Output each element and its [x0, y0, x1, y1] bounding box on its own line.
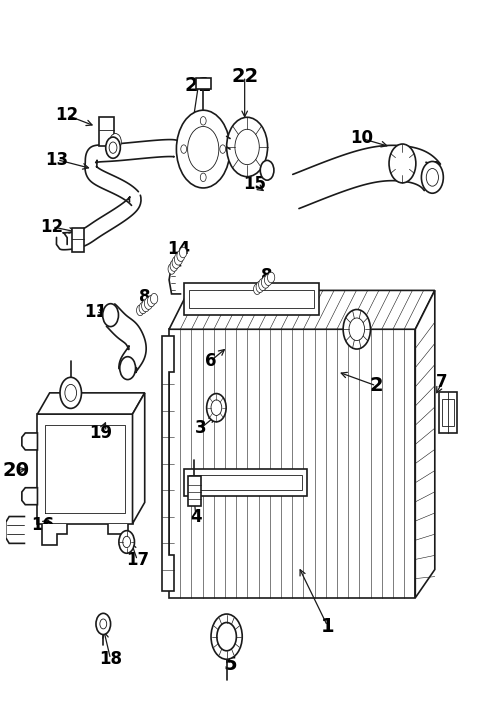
Circle shape	[100, 619, 107, 629]
Circle shape	[103, 304, 119, 326]
Polygon shape	[22, 488, 38, 505]
Ellipse shape	[177, 250, 185, 261]
FancyBboxPatch shape	[439, 392, 457, 433]
Ellipse shape	[172, 256, 180, 268]
Circle shape	[181, 145, 187, 154]
Circle shape	[120, 357, 135, 379]
Circle shape	[200, 117, 206, 125]
FancyBboxPatch shape	[189, 290, 314, 308]
Polygon shape	[132, 393, 145, 524]
Text: 2: 2	[370, 376, 383, 395]
Text: 17: 17	[126, 552, 149, 569]
Circle shape	[211, 614, 242, 659]
Circle shape	[389, 144, 416, 183]
Circle shape	[260, 161, 274, 180]
Text: 22: 22	[231, 67, 258, 86]
Ellipse shape	[151, 293, 158, 304]
Text: 4: 4	[190, 508, 202, 525]
Ellipse shape	[259, 278, 267, 290]
Polygon shape	[169, 266, 181, 294]
Circle shape	[426, 169, 439, 186]
Text: 16: 16	[31, 516, 54, 534]
Circle shape	[200, 173, 206, 181]
Text: 5: 5	[223, 656, 237, 675]
Ellipse shape	[264, 274, 272, 285]
Circle shape	[421, 161, 443, 193]
Circle shape	[235, 130, 259, 165]
Ellipse shape	[253, 284, 261, 295]
Polygon shape	[6, 517, 25, 543]
FancyBboxPatch shape	[189, 474, 302, 490]
FancyBboxPatch shape	[72, 227, 84, 251]
Text: 15: 15	[243, 176, 266, 193]
Polygon shape	[85, 139, 179, 205]
FancyBboxPatch shape	[99, 118, 114, 146]
Text: 20: 20	[3, 461, 30, 480]
Circle shape	[343, 309, 370, 349]
Ellipse shape	[144, 297, 153, 309]
Circle shape	[206, 394, 226, 422]
Text: 9: 9	[429, 160, 441, 178]
Ellipse shape	[261, 276, 270, 288]
Polygon shape	[42, 524, 67, 544]
Circle shape	[227, 118, 268, 176]
FancyBboxPatch shape	[188, 476, 201, 506]
Text: 18: 18	[99, 650, 122, 668]
FancyBboxPatch shape	[169, 329, 415, 598]
Ellipse shape	[170, 260, 178, 271]
Ellipse shape	[267, 272, 275, 282]
Circle shape	[96, 613, 111, 634]
Polygon shape	[22, 433, 38, 450]
FancyBboxPatch shape	[196, 79, 210, 89]
Polygon shape	[108, 524, 127, 544]
Ellipse shape	[174, 253, 183, 265]
Circle shape	[211, 400, 222, 416]
Polygon shape	[106, 304, 146, 372]
Circle shape	[109, 142, 117, 154]
FancyBboxPatch shape	[442, 399, 454, 426]
Polygon shape	[293, 145, 441, 209]
Circle shape	[65, 384, 77, 401]
Circle shape	[349, 318, 365, 341]
Circle shape	[119, 531, 134, 553]
Polygon shape	[169, 290, 435, 329]
FancyBboxPatch shape	[184, 283, 319, 315]
Circle shape	[110, 134, 122, 151]
Text: 7: 7	[436, 373, 448, 392]
Text: 11: 11	[84, 302, 108, 321]
Polygon shape	[415, 290, 435, 598]
Text: 12: 12	[55, 106, 78, 124]
Circle shape	[60, 377, 82, 409]
Circle shape	[123, 536, 130, 547]
Text: 8: 8	[139, 288, 151, 307]
Circle shape	[220, 145, 226, 154]
Ellipse shape	[256, 281, 264, 292]
Ellipse shape	[136, 305, 144, 316]
Polygon shape	[38, 414, 132, 524]
Polygon shape	[38, 393, 145, 414]
Circle shape	[106, 137, 121, 159]
Circle shape	[188, 127, 219, 172]
Text: 10: 10	[350, 130, 373, 147]
Ellipse shape	[147, 295, 155, 307]
Text: 13: 13	[45, 151, 69, 169]
Circle shape	[176, 110, 230, 188]
Text: 1: 1	[321, 617, 334, 636]
Polygon shape	[56, 195, 141, 250]
Text: 6: 6	[205, 352, 216, 370]
Text: 14: 14	[167, 241, 190, 258]
Text: 12: 12	[41, 218, 64, 236]
Ellipse shape	[142, 299, 150, 312]
Text: 3: 3	[195, 419, 206, 438]
Text: 21: 21	[185, 76, 212, 95]
Text: 19: 19	[89, 424, 113, 442]
Ellipse shape	[168, 263, 175, 274]
Ellipse shape	[179, 247, 187, 258]
Polygon shape	[162, 336, 174, 590]
Circle shape	[217, 622, 236, 651]
Ellipse shape	[139, 302, 147, 314]
Text: 8: 8	[261, 268, 272, 285]
FancyBboxPatch shape	[184, 469, 307, 496]
